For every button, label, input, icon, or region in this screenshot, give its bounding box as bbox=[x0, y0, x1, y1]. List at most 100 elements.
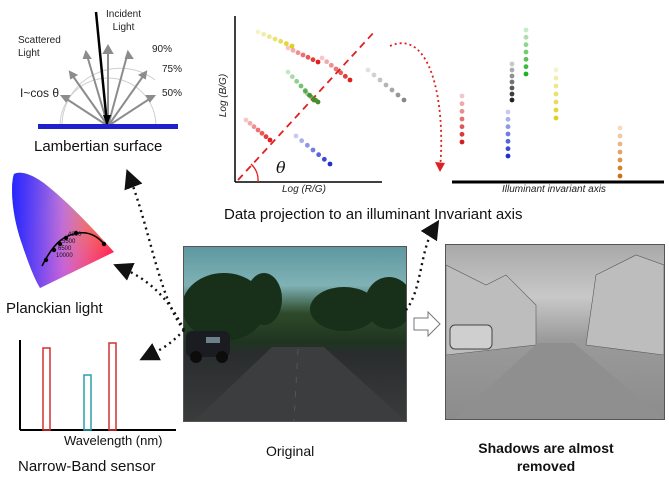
trail-point bbox=[259, 130, 265, 136]
lambertian-caption: Lambertian surface bbox=[34, 138, 163, 155]
scattered-light-label: Scattered Light bbox=[18, 35, 61, 59]
trail-point bbox=[285, 69, 291, 75]
process-arrow bbox=[413, 310, 441, 338]
sensor-band-red-1 bbox=[42, 347, 51, 431]
trail-point bbox=[617, 149, 623, 155]
trail-point bbox=[328, 62, 334, 68]
projection-caption: Data projection to an illuminant Invaria… bbox=[224, 206, 523, 223]
trail-point bbox=[255, 127, 261, 133]
trail-point bbox=[505, 124, 511, 130]
trail-point bbox=[523, 34, 529, 40]
trail-point bbox=[523, 56, 529, 62]
trail-point bbox=[505, 109, 511, 115]
trail-point bbox=[290, 47, 296, 53]
planck-temp-4800: 4800 bbox=[68, 232, 82, 238]
result-caption: Shadows are almost removed bbox=[478, 440, 614, 474]
trail-point bbox=[315, 99, 321, 105]
shadow-free-image bbox=[445, 244, 665, 420]
trail-point bbox=[509, 61, 515, 67]
original-caption: Original bbox=[266, 443, 315, 459]
planck-temp-10000: 10000 bbox=[56, 253, 73, 259]
sensor-band-cyan bbox=[83, 374, 92, 431]
planckian-caption: Planckian light bbox=[6, 300, 103, 317]
trail-point bbox=[261, 31, 267, 37]
trail-point bbox=[553, 83, 559, 89]
trail-point bbox=[278, 38, 284, 44]
trail-point bbox=[459, 131, 465, 137]
trail-point bbox=[617, 157, 623, 163]
trail-point bbox=[302, 88, 308, 94]
trail-point bbox=[283, 41, 289, 47]
trail-point bbox=[509, 97, 515, 103]
trail-point bbox=[321, 156, 327, 162]
original-road-drawing bbox=[184, 273, 406, 421]
trail-point bbox=[304, 142, 310, 148]
trail-point bbox=[459, 93, 465, 99]
trail-point bbox=[389, 87, 395, 93]
trail-point bbox=[523, 71, 529, 77]
trail-point bbox=[293, 133, 299, 139]
trail-point bbox=[617, 125, 623, 131]
sensor-caption: Narrow-Band sensor bbox=[18, 458, 156, 475]
planck-temp-6500: 6500 bbox=[58, 246, 72, 252]
trail-point bbox=[505, 146, 511, 152]
trail-point bbox=[509, 85, 515, 91]
trail-point bbox=[300, 52, 306, 58]
trail-point bbox=[295, 50, 301, 56]
trail-point bbox=[347, 77, 353, 83]
trail-point bbox=[251, 124, 257, 130]
trail-point bbox=[553, 75, 559, 81]
trail-point bbox=[505, 153, 511, 159]
trail-point bbox=[377, 77, 383, 83]
theta-label: θ bbox=[276, 158, 286, 177]
trail-point bbox=[395, 92, 401, 98]
trail-point bbox=[302, 89, 308, 95]
trail-point bbox=[333, 66, 339, 72]
trail-point bbox=[509, 73, 515, 79]
trail-point bbox=[523, 42, 529, 48]
trail-point bbox=[316, 152, 322, 158]
trail-point bbox=[263, 134, 269, 140]
trail-point bbox=[505, 138, 511, 144]
trail-point bbox=[298, 83, 304, 89]
trail-point bbox=[299, 138, 305, 144]
original-road-image bbox=[183, 246, 407, 422]
trail-point bbox=[553, 107, 559, 113]
trail-point bbox=[285, 45, 291, 51]
trail-point bbox=[553, 67, 559, 73]
trail-point bbox=[617, 141, 623, 147]
trail-point bbox=[289, 74, 295, 80]
sensor-band-red-2 bbox=[108, 342, 117, 431]
trail-point bbox=[553, 91, 559, 97]
plot-xlabel: Log (R/G) bbox=[282, 184, 326, 195]
pct-75-label: 75% bbox=[162, 64, 183, 75]
trail-point bbox=[294, 78, 300, 84]
trail-point bbox=[266, 34, 272, 40]
pct-90-label: 90% bbox=[152, 44, 173, 55]
trail-point bbox=[505, 131, 511, 137]
trail-point bbox=[509, 91, 515, 97]
trail-point bbox=[617, 173, 623, 179]
trail-point bbox=[617, 165, 623, 171]
trail-point bbox=[553, 99, 559, 105]
trail-point bbox=[509, 79, 515, 85]
lambertian-surface-bar bbox=[38, 124, 178, 129]
trail-point bbox=[272, 36, 278, 42]
trail-point bbox=[365, 67, 371, 73]
trail-point bbox=[523, 64, 529, 70]
trail-point bbox=[327, 161, 333, 167]
trail-point bbox=[509, 67, 515, 73]
trail-point bbox=[267, 137, 273, 143]
pct-50-label: 50% bbox=[162, 88, 183, 99]
trail-point bbox=[459, 116, 465, 122]
trail-point bbox=[459, 101, 465, 107]
trail-point bbox=[401, 97, 407, 103]
sensor-xlabel: Wavelength (nm) bbox=[64, 433, 163, 448]
trail-point bbox=[255, 29, 261, 35]
trail-point bbox=[310, 57, 316, 63]
